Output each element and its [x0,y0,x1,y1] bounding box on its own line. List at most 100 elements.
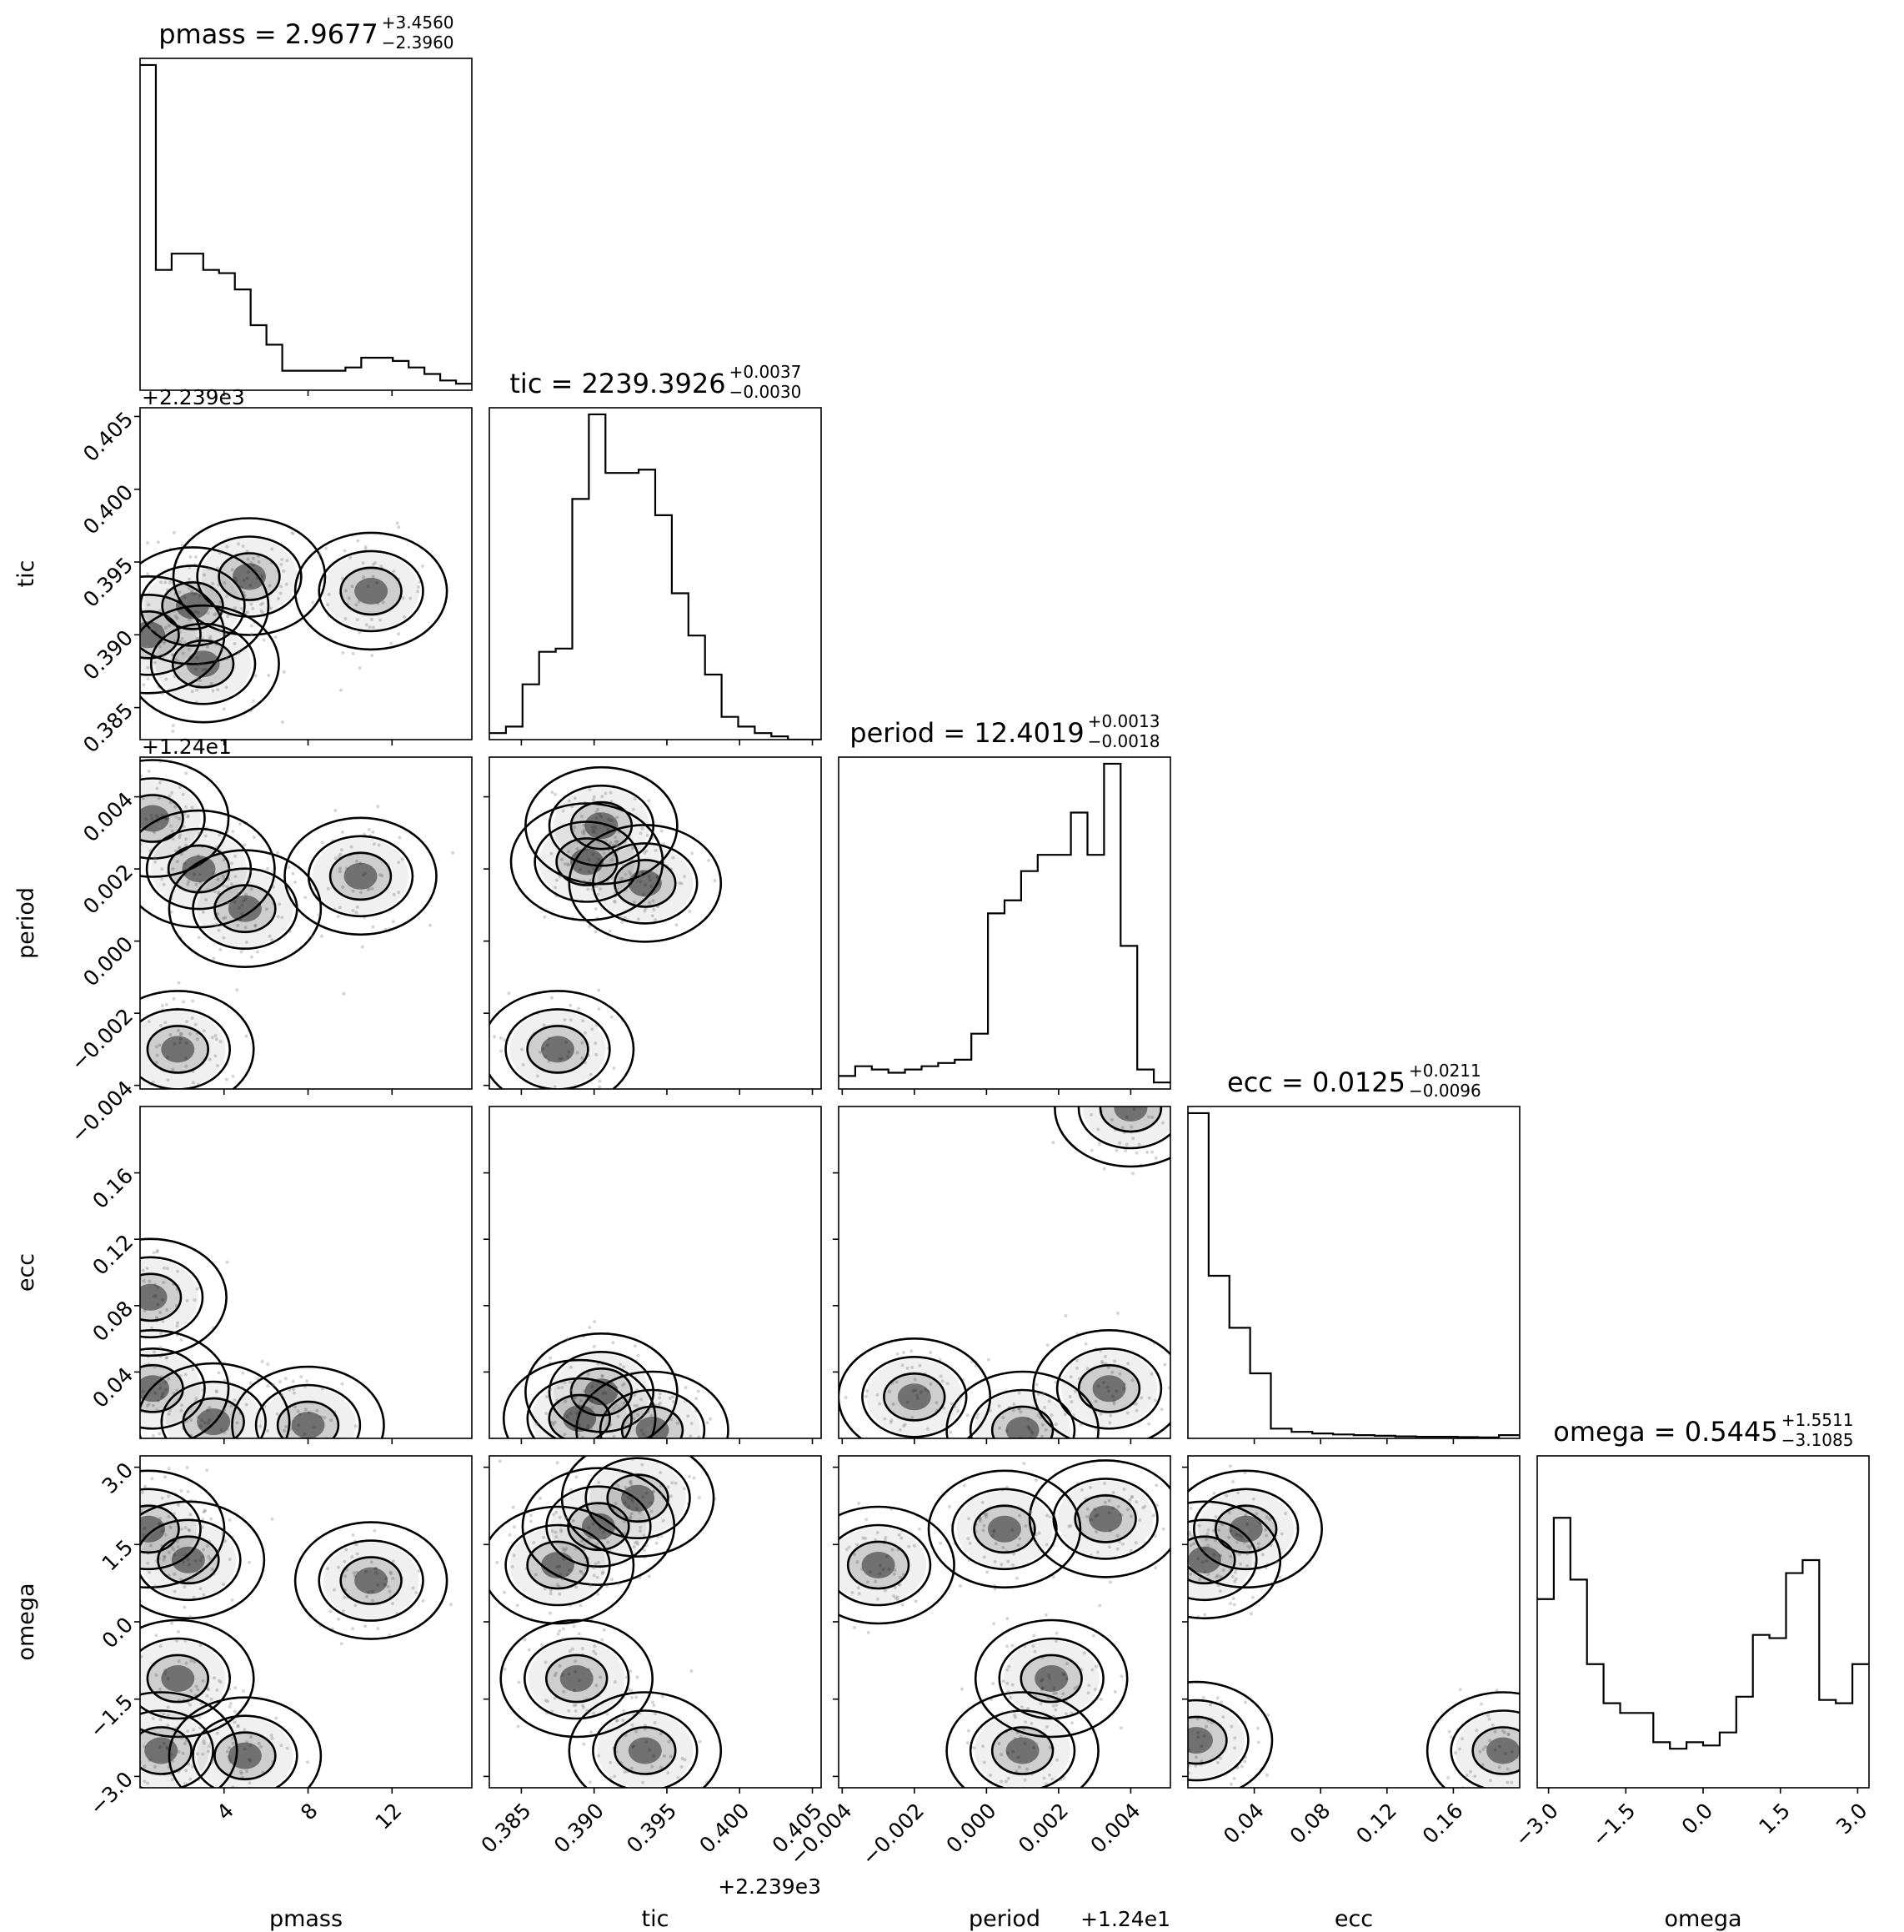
sample-point [594,1562,598,1566]
sample-point [378,618,382,622]
sample-point [206,1749,210,1754]
sample-point [713,879,717,883]
sample-point [397,891,401,895]
sample-point [222,936,226,940]
sample-point [160,1298,164,1302]
sample-point [291,1379,295,1383]
sample-point [183,1605,187,1609]
sample-point [225,1428,229,1432]
sample-point [561,809,565,813]
sample-point [1506,1767,1510,1771]
sample-point [622,1709,626,1713]
sample-point [593,1464,596,1468]
sample-point [244,1403,248,1407]
sample-point [575,847,579,851]
sample-point [168,800,173,805]
histogram-period [839,762,1170,1084]
sample-point [1010,1683,1015,1687]
sample-point [1034,1541,1038,1545]
hist-panel-omega: −3.0 −1.5 0.0 1.5 3.0 [1510,1455,1872,1851]
sample-point [186,1729,190,1734]
sample-point [167,1494,171,1498]
sample-point [612,1407,615,1411]
sample-point [392,892,396,896]
sample-point [605,1584,609,1588]
sample-point [1188,1530,1191,1534]
sample-point [644,1435,648,1438]
sample-point [208,1057,212,1061]
sample-point [371,575,375,579]
sample-point [211,689,215,693]
sample-point [148,1759,152,1762]
sample-point [243,1728,247,1732]
sample-point [219,646,223,650]
sample-point [326,1817,329,1820]
sample-point [277,596,280,600]
sample-point [349,845,353,849]
sample-point [151,1716,155,1720]
x-tick-label: 8 [296,1799,323,1825]
y-tick-label: −3.0 [85,1767,138,1819]
sample-point [866,1630,870,1634]
density-blob [1078,1363,1140,1414]
sample-point [554,1535,559,1539]
sample-point [555,1583,559,1587]
sample-point [283,1428,286,1433]
sample-point [636,1413,640,1417]
sample-point [363,547,368,551]
sample-point [547,1036,551,1041]
sample-point [215,1688,219,1692]
sample-point [913,1377,917,1382]
sample-point [146,541,150,545]
contour-line [839,1337,992,1438]
sample-point [1125,1142,1129,1147]
sample-point [132,1301,135,1304]
sample-point [205,1468,209,1473]
sample-point [279,562,283,566]
sample-point [195,636,199,640]
density-blob [354,1567,388,1594]
sample-point [151,1403,155,1408]
contour-line [218,552,281,601]
density-blob [1188,1534,1236,1585]
sample-point [135,624,138,627]
sample-point [1150,1372,1154,1376]
sample-point [397,525,401,529]
sample-point [155,1045,158,1049]
sample-point [864,1536,867,1540]
sample-point [179,1337,183,1342]
x-axis-label-ecc: ecc [1335,1906,1373,1932]
sample-point [142,683,146,687]
sample-point [914,1388,918,1393]
sample-point [195,1752,199,1756]
sample-point [164,1745,168,1749]
sample-point [1154,1398,1157,1403]
sample-point [620,876,624,881]
sample-point [206,611,210,615]
sample-point [198,881,203,885]
sample-point [227,1450,230,1453]
sample-point [1047,1399,1051,1403]
sample-point [513,1525,516,1529]
sample-point [391,1602,394,1606]
sample-point [983,1513,987,1517]
sample-point [580,1539,584,1543]
sample-point [167,1467,171,1471]
sample-point [1143,1504,1147,1508]
density-blob [171,1546,205,1573]
sample-point [131,1331,134,1334]
sample-point [193,1660,197,1664]
sample-point [299,1375,303,1379]
sample-point [616,1414,620,1418]
sample-point [167,615,171,619]
sample-point [629,1516,633,1520]
sample-point [592,1649,596,1653]
density-blob [597,845,694,922]
sample-point [1090,1113,1094,1117]
sample-point [178,640,183,644]
sample-point [1214,1515,1218,1518]
sample-point [1280,1532,1284,1536]
sample-point [130,1723,133,1726]
sample-point [347,596,351,600]
density-blob [161,1665,195,1692]
